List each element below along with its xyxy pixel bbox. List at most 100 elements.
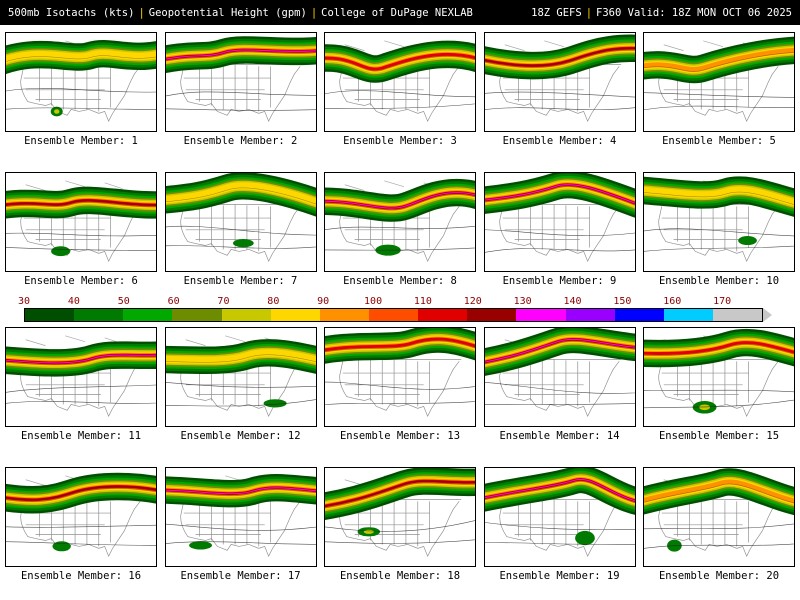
product-title: 500mb Isotachs (kts) [8, 6, 135, 19]
ensemble-panel-8: Ensemble Member: 8 [324, 172, 476, 290]
colorbar-tick: 160 [663, 296, 682, 307]
ensemble-map-11[interactable] [5, 327, 157, 427]
ensemble-member-label: Ensemble Member: 5 [662, 135, 776, 147]
ensemble-map-12[interactable] [164, 327, 317, 427]
ensemble-member-label: Ensemble Member: 1 [24, 135, 138, 147]
ensemble-member-label: Ensemble Member: 10 [658, 275, 780, 287]
header-right: 18Z GEFS | F360 Valid: 18Z MON OCT 06 2025 [531, 7, 792, 19]
colorbar-tick: 60 [167, 296, 180, 307]
colorbar-arrow-icon [763, 308, 772, 322]
separator: | [138, 6, 145, 19]
ensemble-member-label: Ensemble Member: 15 [658, 430, 780, 442]
ensemble-panel-17: Ensemble Member: 17 [164, 467, 317, 585]
ensemble-panel-14: Ensemble Member: 14 [483, 327, 636, 445]
colorbar-tick: 40 [67, 296, 80, 307]
ensemble-panel-15: Ensemble Member: 15 [643, 327, 795, 445]
colorbar-segment [270, 309, 320, 321]
colorbar-tick: 100 [364, 296, 383, 307]
colorbar-strip [24, 308, 763, 322]
colorbar-segment [319, 309, 369, 321]
colorbar-segment [467, 309, 517, 321]
ensemble-member-label: Ensemble Member: 16 [20, 570, 142, 582]
colorbar-segment [74, 309, 124, 321]
ensemble-panel-1: Ensemble Member: 1 [5, 32, 157, 150]
ensemble-member-label: Ensemble Member: 6 [24, 275, 138, 287]
ensemble-panel-5: Ensemble Member: 5 [643, 32, 795, 150]
colorbar-tick: 30 [17, 296, 31, 307]
colorbar-tick: 50 [117, 296, 130, 307]
ensemble-map-13[interactable] [324, 327, 476, 427]
ensemble-row-3: Ensemble Member: 11 Ensemble Member: 12 … [0, 327, 800, 445]
ensemble-member-label: Ensemble Member: 3 [343, 135, 457, 147]
ensemble-row-4: Ensemble Member: 16 Ensemble Member: 17 … [0, 467, 800, 585]
colorbar-segment [516, 309, 566, 321]
ensemble-map-7[interactable] [164, 172, 317, 272]
colorbar-segment [418, 309, 468, 321]
header-left: 500mb Isotachs (kts) | Geopotential Height… [8, 7, 473, 19]
colorbar-segment [368, 309, 419, 321]
ensemble-panel-13: Ensemble Member: 13 [324, 327, 476, 445]
colorbar-tick: 150 [613, 296, 632, 307]
colorbar-tick: 140 [563, 296, 582, 307]
ensemble-member-label: Ensemble Member: 12 [180, 430, 301, 442]
colorbar-tick: 170 [713, 296, 732, 307]
ensemble-panel-2: Ensemble Member: 2 [164, 32, 317, 150]
ensemble-map-8[interactable] [324, 172, 476, 272]
ensemble-member-label: Ensemble Member: 8 [343, 275, 457, 287]
ensemble-panel-6: Ensemble Member: 6 [5, 172, 157, 290]
ensemble-map-2[interactable] [164, 32, 317, 132]
ensemble-panel-11: Ensemble Member: 11 [5, 327, 157, 445]
ensemble-member-label: Ensemble Member: 14 [499, 430, 620, 442]
org-title: College of DuPage NEXLAB [321, 6, 473, 19]
ensemble-map-18[interactable] [324, 467, 476, 567]
ensemble-panel-7: Ensemble Member: 7 [164, 172, 317, 290]
colorbar-tick: 90 [317, 296, 330, 307]
separator: | [310, 6, 318, 19]
ensemble-row-1: Ensemble Member: 1 Ensemble Member: 2 En… [0, 32, 800, 150]
ensemble-map-6[interactable] [5, 172, 157, 272]
ensemble-member-label: Ensemble Member: 18 [339, 570, 461, 582]
ensemble-member-label: Ensemble Member: 20 [658, 570, 780, 582]
colorbar-segment [614, 309, 664, 321]
colorbar-segment [712, 309, 763, 321]
ensemble-map-10[interactable] [643, 172, 795, 272]
header-bar: 500mb Isotachs (kts) | Geopotential Height… [0, 0, 800, 25]
ensemble-panel-3: Ensemble Member: 3 [324, 32, 476, 150]
ensemble-map-17[interactable] [164, 467, 317, 567]
ensemble-member-label: Ensemble Member: 7 [183, 275, 298, 287]
ensemble-map-19[interactable] [483, 467, 636, 567]
ensemble-panel-20: Ensemble Member: 20 [643, 467, 795, 585]
ensemble-member-label: Ensemble Member: 9 [502, 275, 617, 287]
valid-time: F360 Valid: 18Z MON OCT 06 2025 [596, 6, 792, 19]
colorbar-segment [172, 309, 222, 321]
ensemble-map-20[interactable] [643, 467, 795, 567]
ensemble-panel-19: Ensemble Member: 19 [483, 467, 636, 585]
colorbar-tick: 110 [413, 296, 432, 307]
ensemble-row-2: Ensemble Member: 6 Ensemble Member: 7 En… [0, 172, 800, 290]
ensemble-map-9[interactable] [483, 172, 636, 272]
ensemble-panel-16: Ensemble Member: 16 [5, 467, 157, 585]
separator: | [585, 6, 593, 19]
colorbar-segment [221, 309, 271, 321]
ensemble-map-16[interactable] [5, 467, 157, 567]
colorbar-segment [25, 309, 75, 321]
colorbar: 30 40 50 60 70 80 90 100 110 120 130 140 150 160 170 [0, 296, 800, 322]
ensemble-map-1[interactable] [5, 32, 157, 132]
ensemble-map-14[interactable] [483, 327, 636, 427]
colorbar-ticks: 30 40 50 60 70 80 90 100 110 120 130 140 150 160 170 [18, 296, 772, 308]
colorbar-strip-row [24, 308, 772, 322]
ensemble-member-label: Ensemble Member: 19 [499, 570, 620, 582]
ensemble-member-label: Ensemble Member: 17 [180, 570, 301, 582]
colorbar-segment [565, 309, 615, 321]
ensemble-member-label: Ensemble Member: 2 [183, 135, 298, 147]
ensemble-panel-9: Ensemble Member: 9 [483, 172, 636, 290]
colorbar-segment [663, 309, 713, 321]
ensemble-map-3[interactable] [324, 32, 476, 132]
ensemble-member-label: Ensemble Member: 4 [502, 135, 617, 147]
ensemble-map-5[interactable] [643, 32, 795, 132]
ensemble-map-4[interactable] [483, 32, 636, 132]
ensemble-panel-12: Ensemble Member: 12 [164, 327, 317, 445]
ensemble-member-label: Ensemble Member: 13 [339, 430, 461, 442]
ensemble-map-15[interactable] [643, 327, 795, 427]
colorbar-tick: 70 [217, 296, 230, 307]
